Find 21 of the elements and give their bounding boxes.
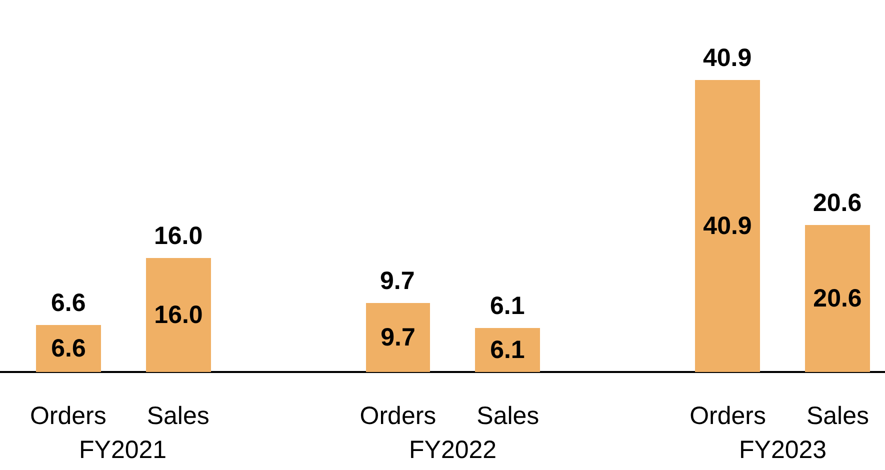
text: 40.9	[703, 212, 752, 240]
text: FY2021	[79, 436, 167, 464]
text: 16.0	[154, 222, 203, 250]
text: 9.7	[380, 267, 415, 295]
text: FY2023	[739, 436, 827, 464]
data-label: 6.1	[490, 336, 525, 364]
text: 20.6	[813, 284, 862, 312]
x-tick-label: Sales	[146, 402, 210, 430]
data-label: 16.0	[154, 301, 203, 329]
x-tick-label: Sales	[806, 402, 870, 430]
x-tick-label: Orders	[30, 402, 106, 430]
x-tick-label: Sales	[476, 402, 540, 430]
text: 6.6	[51, 289, 86, 317]
x-tick-label: Orders	[360, 402, 436, 430]
text: 6.1	[490, 292, 525, 320]
x-tick-label: Orders	[690, 402, 766, 430]
data-label: 20.6	[813, 189, 862, 217]
data-label: 6.6	[51, 334, 86, 362]
text: FY2022	[409, 436, 497, 464]
data-label: 40.9	[703, 44, 752, 72]
data-label: 9.7	[380, 324, 416, 352]
